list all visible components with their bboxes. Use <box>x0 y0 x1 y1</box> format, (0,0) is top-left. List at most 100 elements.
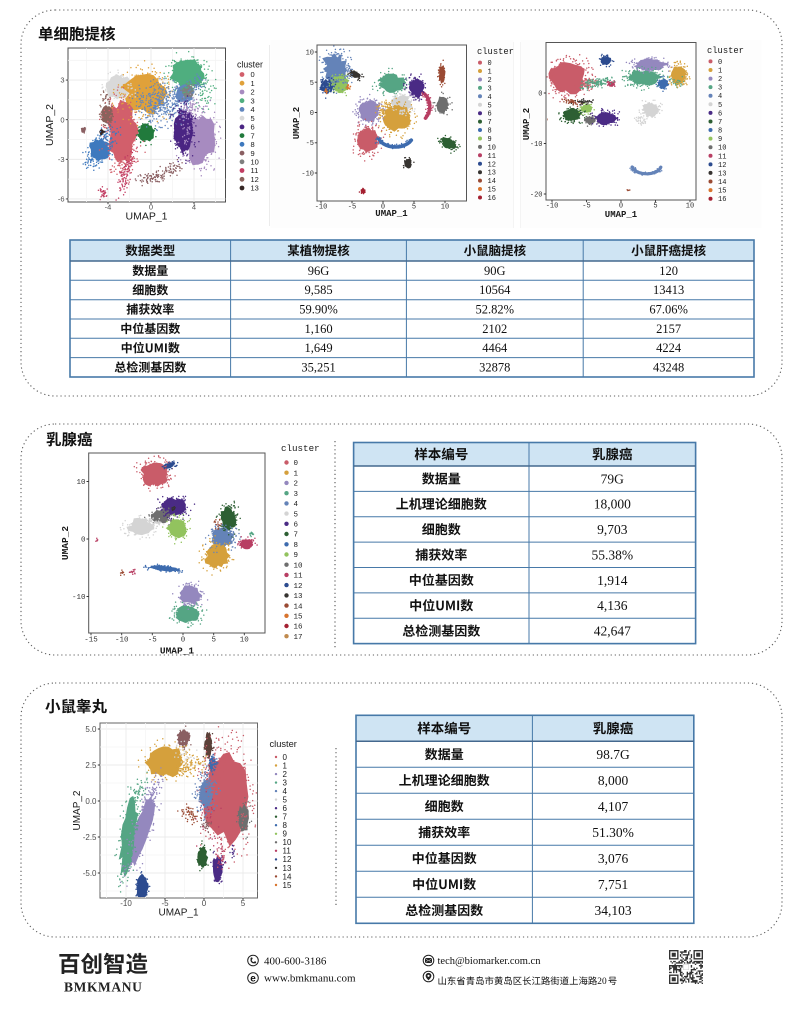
svg-text:13: 13 <box>251 184 259 193</box>
svg-text:1: 1 <box>718 68 722 76</box>
svg-text:96G: 96G <box>308 264 330 278</box>
svg-text:0: 0 <box>149 203 153 212</box>
svg-text:cluster: cluster <box>281 443 320 454</box>
svg-text:43248: 43248 <box>653 361 684 375</box>
svg-text:e: e <box>250 974 256 985</box>
svg-text:4: 4 <box>283 787 288 796</box>
svg-text:6: 6 <box>488 111 492 119</box>
svg-text:4: 4 <box>488 94 492 102</box>
svg-text:13: 13 <box>488 170 496 178</box>
svg-text:-5: -5 <box>148 637 158 645</box>
svg-text:6: 6 <box>294 522 299 530</box>
svg-text:2: 2 <box>283 770 288 779</box>
svg-text:8,000: 8,000 <box>598 773 629 788</box>
svg-text:-15: -15 <box>84 637 98 645</box>
svg-text:UMAP_2: UMAP_2 <box>60 526 71 561</box>
svg-text:-10: -10 <box>301 171 314 179</box>
svg-text:UMAP_1: UMAP_1 <box>160 646 195 657</box>
svg-text:0: 0 <box>381 204 385 212</box>
svg-text:55.38%: 55.38% <box>591 547 633 562</box>
svg-text:0: 0 <box>619 203 623 211</box>
svg-text:4,107: 4,107 <box>598 799 629 814</box>
svg-text:2: 2 <box>251 88 255 97</box>
svg-text:UMAP_1: UMAP_1 <box>375 209 408 219</box>
svg-text:9,703: 9,703 <box>597 522 628 537</box>
svg-text:59.90%: 59.90% <box>299 303 338 317</box>
svg-text:10: 10 <box>294 562 304 570</box>
svg-text:-5: -5 <box>348 204 356 212</box>
svg-text:14: 14 <box>283 872 292 881</box>
svg-text:4224: 4224 <box>656 341 682 355</box>
svg-text:18,000: 18,000 <box>594 497 631 512</box>
svg-text:120: 120 <box>659 264 678 278</box>
svg-text:20: 20 <box>597 977 607 987</box>
svg-text:12: 12 <box>488 161 496 169</box>
svg-text:10: 10 <box>718 145 726 153</box>
svg-text:13: 13 <box>294 593 304 601</box>
svg-text:5: 5 <box>211 637 216 645</box>
svg-text:5.0: 5.0 <box>85 725 97 734</box>
svg-text:7: 7 <box>488 119 492 127</box>
svg-text:10: 10 <box>686 203 694 211</box>
svg-text:1: 1 <box>283 761 288 770</box>
svg-text:14: 14 <box>294 603 304 611</box>
svg-text:UMAP_1: UMAP_1 <box>605 210 638 220</box>
svg-text:10: 10 <box>76 479 86 487</box>
svg-text:UMAP_2: UMAP_2 <box>522 108 532 140</box>
svg-text:17: 17 <box>294 634 303 642</box>
svg-text:UMAP_2: UMAP_2 <box>72 790 83 830</box>
svg-text:4: 4 <box>251 105 255 114</box>
svg-text:35,251: 35,251 <box>301 361 335 375</box>
svg-text:0: 0 <box>488 60 492 68</box>
svg-text:-10: -10 <box>115 637 129 645</box>
svg-text:1: 1 <box>251 79 255 88</box>
svg-text:4,136: 4,136 <box>597 598 628 613</box>
svg-text:42,647: 42,647 <box>594 624 631 639</box>
svg-text:67.06%: 67.06% <box>649 303 688 317</box>
svg-text:9: 9 <box>251 149 255 158</box>
svg-text:52.82%: 52.82% <box>476 303 515 317</box>
svg-text:7: 7 <box>283 813 288 822</box>
svg-text:51.30%: 51.30% <box>592 825 634 840</box>
svg-text:8: 8 <box>283 821 288 830</box>
svg-text:79G: 79G <box>601 471 625 486</box>
svg-text:16: 16 <box>294 624 304 632</box>
svg-text:7: 7 <box>251 131 255 140</box>
svg-text:16: 16 <box>488 195 496 203</box>
svg-text:1,649: 1,649 <box>304 341 332 355</box>
svg-text:1,914: 1,914 <box>597 573 628 588</box>
svg-text:UMAP_2: UMAP_2 <box>44 104 56 146</box>
svg-text:-5: -5 <box>161 899 169 908</box>
svg-text:BMKMANU: BMKMANU <box>64 980 142 995</box>
svg-text:0: 0 <box>538 91 542 99</box>
svg-text:cluster: cluster <box>477 47 514 57</box>
svg-text:9: 9 <box>718 136 722 144</box>
svg-text:10: 10 <box>283 838 292 847</box>
svg-text:cluster: cluster <box>270 739 297 749</box>
svg-text:11: 11 <box>251 166 259 175</box>
svg-text:10: 10 <box>488 144 496 152</box>
svg-text:0: 0 <box>60 115 64 124</box>
svg-text:4464: 4464 <box>482 341 508 355</box>
svg-text:2102: 2102 <box>482 322 507 336</box>
svg-text:10: 10 <box>240 637 250 645</box>
svg-text:-5: -5 <box>582 203 590 211</box>
svg-text:-10: -10 <box>315 204 328 212</box>
svg-text:14: 14 <box>488 178 496 186</box>
svg-text:-2.5: -2.5 <box>83 833 97 842</box>
svg-text:cluster: cluster <box>707 46 744 56</box>
svg-text:0: 0 <box>202 899 207 908</box>
svg-text:-5: -5 <box>306 140 314 148</box>
svg-text:1: 1 <box>294 470 299 478</box>
svg-text:0: 0 <box>251 70 255 79</box>
svg-text:12: 12 <box>294 583 303 591</box>
svg-text:7: 7 <box>294 532 299 540</box>
svg-text:1,160: 1,160 <box>304 322 332 336</box>
svg-text:14: 14 <box>718 179 726 187</box>
svg-text:-10: -10 <box>120 899 132 908</box>
svg-text:5: 5 <box>488 102 492 110</box>
svg-text:tech@biomarker.com.cn: tech@biomarker.com.cn <box>438 956 542 967</box>
svg-text:UMAP_2: UMAP_2 <box>292 107 302 139</box>
svg-text:9,585: 9,585 <box>304 283 332 297</box>
svg-text:12: 12 <box>251 175 259 184</box>
